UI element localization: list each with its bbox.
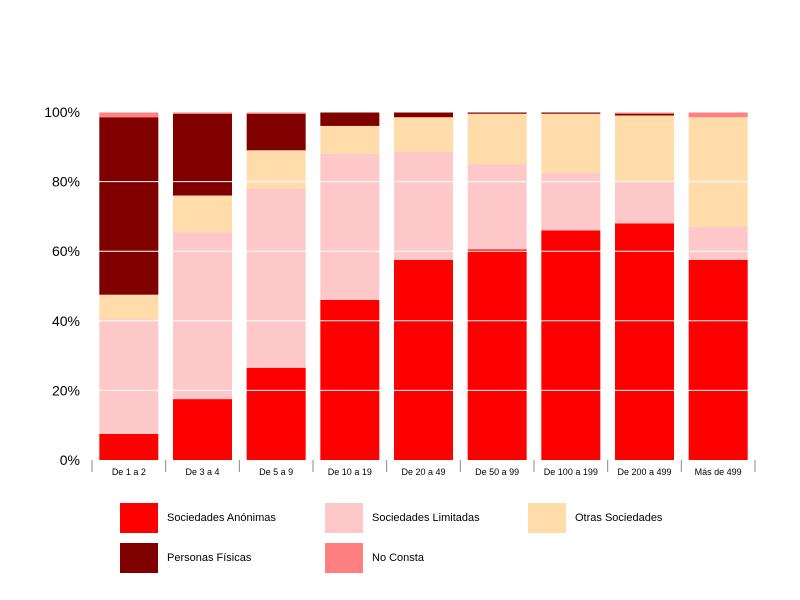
legend-item-sociedades-anonimas: Sociedades Anónimas: [120, 503, 276, 533]
bar-segment: [173, 399, 232, 460]
bar-segment: [688, 112, 748, 118]
legend-label: Sociedades Limitadas: [372, 512, 480, 524]
x-tick-label: De 20 a 49: [401, 467, 445, 477]
y-tick-label: 100%: [44, 104, 80, 120]
bar-segment: [246, 113, 306, 151]
bar-segment: [394, 112, 453, 118]
x-axis: De 1 a 2 De 3 a 4 De 5 a 9 De 10 a 19 De 20 …: [91, 460, 756, 477]
bar-segment: [615, 115, 674, 182]
legend-label: Sociedades Anónimas: [167, 512, 276, 524]
legend-item-personas-fisicas: Personas Físicas: [120, 543, 251, 573]
y-tick-label: 80%: [52, 174, 80, 190]
bar-segment: [541, 230, 601, 460]
bar-segment: [688, 226, 748, 260]
bar-segment: [320, 153, 380, 300]
bar-segment: [467, 113, 527, 165]
legend-item-sociedades-limitadas: Sociedades Limitadas: [325, 503, 480, 533]
bar-segment: [688, 259, 748, 460]
legend-label: Personas Físicas: [167, 552, 252, 564]
bar-segment: [320, 112, 380, 126]
bar-segment: [541, 112, 601, 114]
legend-swatch: [325, 543, 363, 573]
legend-swatch: [120, 543, 158, 573]
bar-segment: [99, 433, 159, 460]
bar-segment: [246, 188, 306, 368]
x-tick-label: De 5 a 9: [259, 467, 293, 477]
bar-segment: [99, 319, 159, 434]
bar-segment: [615, 112, 674, 114]
bar-segment: [99, 112, 159, 118]
x-tick-label: De 100 a 199: [544, 467, 598, 477]
bar-segment: [541, 172, 601, 231]
bar-segment: [467, 164, 527, 250]
bar-segment: [394, 259, 453, 460]
y-tick-label: 40%: [52, 313, 80, 329]
bar-segment: [615, 113, 674, 116]
x-tick-label: De 10 a 19: [328, 467, 372, 477]
x-tick-label: De 1 a 2: [112, 467, 146, 477]
bar-segment: [246, 150, 306, 189]
x-tick-label: De 200 a 499: [617, 467, 671, 477]
legend-swatch: [528, 503, 566, 533]
y-tick-label: 0%: [60, 452, 80, 468]
legend-item-no-consta: No Consta: [325, 543, 424, 573]
gridlines: [92, 111, 755, 391]
bar-segment: [246, 112, 306, 114]
legend-swatch: [120, 503, 158, 533]
bar-segment: [320, 125, 380, 154]
y-tick-label: 20%: [52, 382, 80, 398]
y-axis: 0% 20% 40% 60% 80% 100%: [44, 104, 80, 468]
bar-segment: [394, 117, 453, 153]
legend-label: No Consta: [372, 552, 424, 564]
bar-segment: [541, 113, 601, 173]
bar-segment: [394, 152, 453, 260]
bar-segment: [688, 117, 748, 227]
x-tick-label: De 3 a 4: [185, 467, 219, 477]
bar-segment: [320, 299, 380, 460]
bar-segment: [99, 294, 159, 320]
bar-segment: [173, 195, 232, 233]
legend-swatch: [325, 503, 363, 533]
legend-item-otras-sociedades: Otras Sociedades: [528, 503, 662, 533]
bar-segment: [99, 117, 159, 295]
bar-segment: [173, 232, 232, 400]
bar-segment: [173, 112, 232, 114]
y-tick-label: 60%: [52, 243, 80, 259]
bars-group: [99, 112, 748, 460]
bar-segment: [615, 223, 674, 460]
x-tick-label: De 50 a 99: [475, 467, 519, 477]
bar-segment: [173, 113, 232, 196]
bar-segment: [467, 112, 527, 114]
legend-label: Otras Sociedades: [575, 512, 663, 524]
bar-segment: [615, 181, 674, 224]
x-tick-label: Más de 499: [695, 467, 742, 477]
bar-segment: [246, 367, 306, 460]
bar-segment: [467, 249, 527, 460]
